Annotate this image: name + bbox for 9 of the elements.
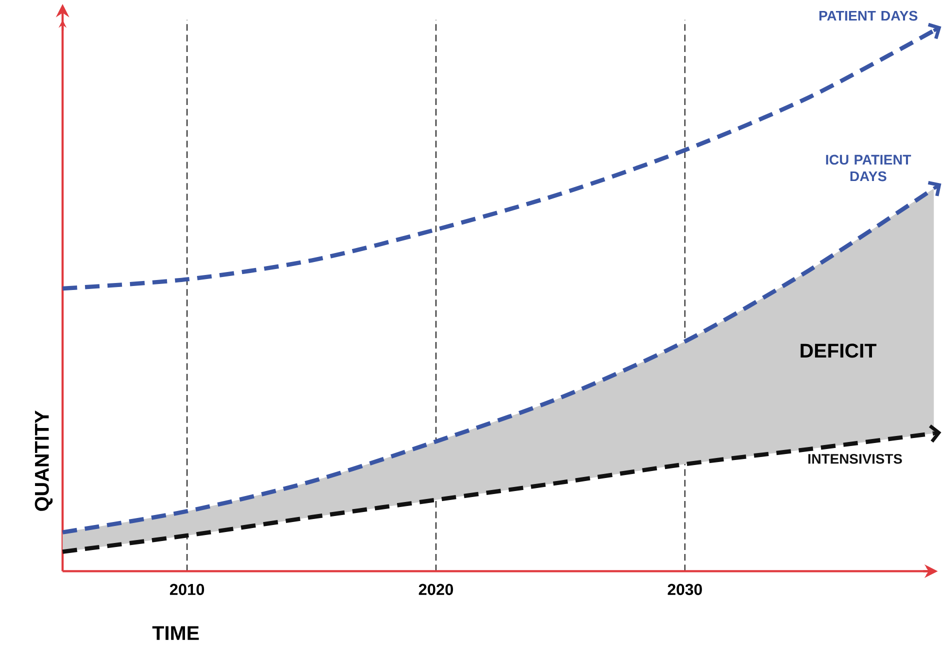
x-tick-label: 2010 (170, 584, 204, 596)
y-axis-title: QUANTITY (34, 410, 53, 512)
series-label: INTENSIVISTS (808, 454, 902, 464)
series-label: ICU PATIENT DAYS (826, 154, 912, 182)
annotation: DEFICIT (800, 344, 876, 358)
x-tick-label: 2020 (418, 584, 453, 596)
x-axis-title: TIME (152, 626, 199, 640)
series-label: PATIENT DAYS (819, 11, 918, 21)
x-tick-label: 2030 (668, 584, 702, 596)
